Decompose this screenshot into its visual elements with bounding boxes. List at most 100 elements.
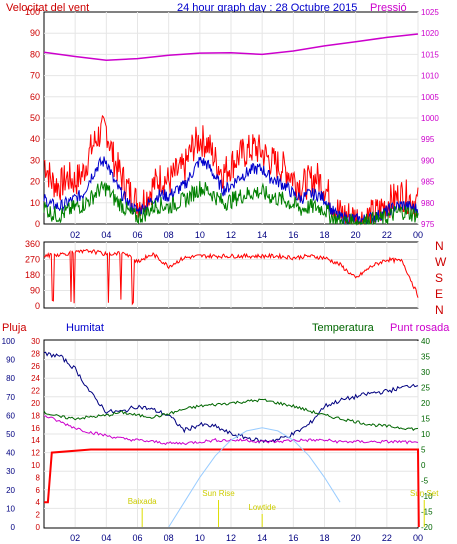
avg-wind-line bbox=[43, 156, 419, 225]
humidity-title: Humitat bbox=[66, 322, 104, 334]
y-tick-label: 70 bbox=[30, 71, 40, 81]
rain-tick-label: 20 bbox=[31, 399, 40, 408]
wind-speed-plot: 0102030405060708090100975980985990995100… bbox=[25, 7, 439, 240]
y2-tick-label: 1020 bbox=[421, 29, 439, 38]
rain-tick-label: 12 bbox=[31, 449, 40, 458]
x-tick-label: 10 bbox=[195, 533, 205, 543]
event-label: Sun Set bbox=[410, 489, 439, 498]
y2-tick-label: 1000 bbox=[421, 114, 439, 123]
x-tick-label: 12 bbox=[226, 533, 236, 543]
temp-tick-label: 30 bbox=[421, 368, 430, 377]
x-tick-label: 12 bbox=[226, 230, 236, 240]
y-tick-label: 20 bbox=[30, 177, 40, 187]
temp-tick-label: 15 bbox=[421, 415, 430, 424]
gust-wind-line bbox=[43, 114, 419, 225]
compass-label-s: S bbox=[435, 271, 443, 285]
humidity-temp-plot: 0102030405060708090100024681012141618202… bbox=[2, 337, 440, 543]
x-tick-label: 22 bbox=[382, 230, 392, 240]
temp-tick-label: -15 bbox=[421, 508, 433, 517]
x-tick-label: 18 bbox=[319, 230, 329, 240]
rain-tick-label: 28 bbox=[31, 349, 40, 358]
x-tick-label: 02 bbox=[70, 230, 80, 240]
x-tick-label: 14 bbox=[257, 533, 267, 543]
rain-tick-label: 2 bbox=[36, 511, 41, 520]
x-tick-label: 20 bbox=[351, 230, 361, 240]
rain-tick-label: 30 bbox=[31, 337, 40, 346]
compass-label-e: E bbox=[435, 287, 443, 301]
y-tick-label: 30 bbox=[30, 155, 40, 165]
x-tick-label: 18 bbox=[319, 533, 329, 543]
x-tick-label: 16 bbox=[288, 533, 298, 543]
rain-tick-label: 14 bbox=[31, 436, 40, 445]
humidity-tick-label: 80 bbox=[6, 374, 15, 383]
temperature-line bbox=[43, 398, 419, 431]
humidity-tick-label: 40 bbox=[6, 449, 15, 458]
temp-tick-label: 20 bbox=[421, 399, 430, 408]
rain-tick-label: 16 bbox=[31, 424, 40, 433]
dir-tick-label: 270 bbox=[25, 255, 40, 265]
low-wind-line bbox=[43, 180, 419, 226]
y2-tick-label: 990 bbox=[421, 156, 435, 165]
humidity-tick-label: 50 bbox=[6, 430, 15, 439]
temp-tick-label: 35 bbox=[421, 353, 430, 362]
pressure-title: Pressió bbox=[370, 2, 407, 14]
wind-speed-title: Velocitat del vent bbox=[6, 2, 89, 14]
y2-tick-label: 980 bbox=[421, 199, 435, 208]
y-tick-label: 100 bbox=[25, 7, 40, 17]
humidity-tick-label: 60 bbox=[6, 411, 15, 420]
x-tick-label: 04 bbox=[101, 533, 111, 543]
y2-tick-label: 995 bbox=[421, 135, 435, 144]
compass-label-n2: N bbox=[435, 303, 444, 317]
temperature-title: Temperatura bbox=[312, 322, 375, 334]
x-tick-label: 08 bbox=[164, 533, 174, 543]
rain-tick-label: 22 bbox=[31, 387, 40, 396]
dewpoint-line bbox=[44, 415, 419, 446]
graph-title: 24 hour graph day : 28 Octubre 2015 bbox=[177, 2, 357, 14]
y-tick-label: 50 bbox=[30, 113, 40, 123]
sun-elevation-line bbox=[168, 427, 341, 528]
humidity-tick-label: 100 bbox=[2, 337, 16, 346]
x-tick-label: 06 bbox=[132, 230, 142, 240]
x-tick-label: 08 bbox=[164, 230, 174, 240]
y2-tick-label: 985 bbox=[421, 178, 435, 187]
compass-label-w: W bbox=[435, 255, 447, 269]
rain-tick-label: 18 bbox=[31, 411, 40, 420]
humidity-tick-label: 70 bbox=[6, 393, 15, 402]
temp-tick-label: -10 bbox=[421, 492, 433, 501]
rain-title: Pluja bbox=[2, 322, 27, 334]
y2-tick-label: 1025 bbox=[421, 8, 439, 17]
temp-tick-label: -5 bbox=[421, 477, 429, 486]
rain-tick-label: 24 bbox=[31, 374, 40, 383]
event-label: Sun Rise bbox=[202, 489, 235, 498]
dir-tick-label: 180 bbox=[25, 270, 40, 280]
rain-tick-label: 6 bbox=[36, 486, 41, 495]
humidity-tick-label: 90 bbox=[6, 356, 15, 365]
y2-tick-label: 1005 bbox=[421, 93, 439, 102]
rain-line bbox=[44, 448, 420, 528]
temp-tick-label: 0 bbox=[421, 461, 426, 470]
x-tick-label: 10 bbox=[195, 230, 205, 240]
rain-tick-label: 4 bbox=[36, 498, 41, 507]
dewpoint-title: Punt rosada bbox=[390, 322, 450, 334]
rain-tick-label: 8 bbox=[36, 473, 41, 482]
x-tick-label: 06 bbox=[132, 533, 142, 543]
event-label: Baixada bbox=[128, 497, 157, 506]
x-tick-label: 04 bbox=[101, 230, 111, 240]
rain-tick-label: 0 bbox=[36, 523, 41, 532]
y-tick-label: 10 bbox=[30, 198, 40, 208]
wind-direction-plot: 0 90 180 270 360 bbox=[25, 239, 419, 311]
humidity-tick-label: 30 bbox=[6, 467, 15, 476]
rain-tick-label: 26 bbox=[31, 362, 40, 371]
rain-tick-label: 10 bbox=[31, 461, 40, 470]
y-tick-label: 40 bbox=[30, 134, 40, 144]
y-tick-label: 0 bbox=[35, 219, 40, 229]
x-tick-label: 20 bbox=[351, 533, 361, 543]
dir-tick-label: 0 bbox=[35, 301, 40, 311]
y2-tick-label: 1010 bbox=[421, 72, 439, 81]
y2-tick-label: 1015 bbox=[421, 50, 439, 59]
event-label: Lowtide bbox=[248, 503, 276, 512]
humidity-tick-label: 10 bbox=[6, 504, 15, 513]
temp-tick-label: 40 bbox=[421, 337, 430, 346]
humidity-line bbox=[43, 351, 419, 444]
